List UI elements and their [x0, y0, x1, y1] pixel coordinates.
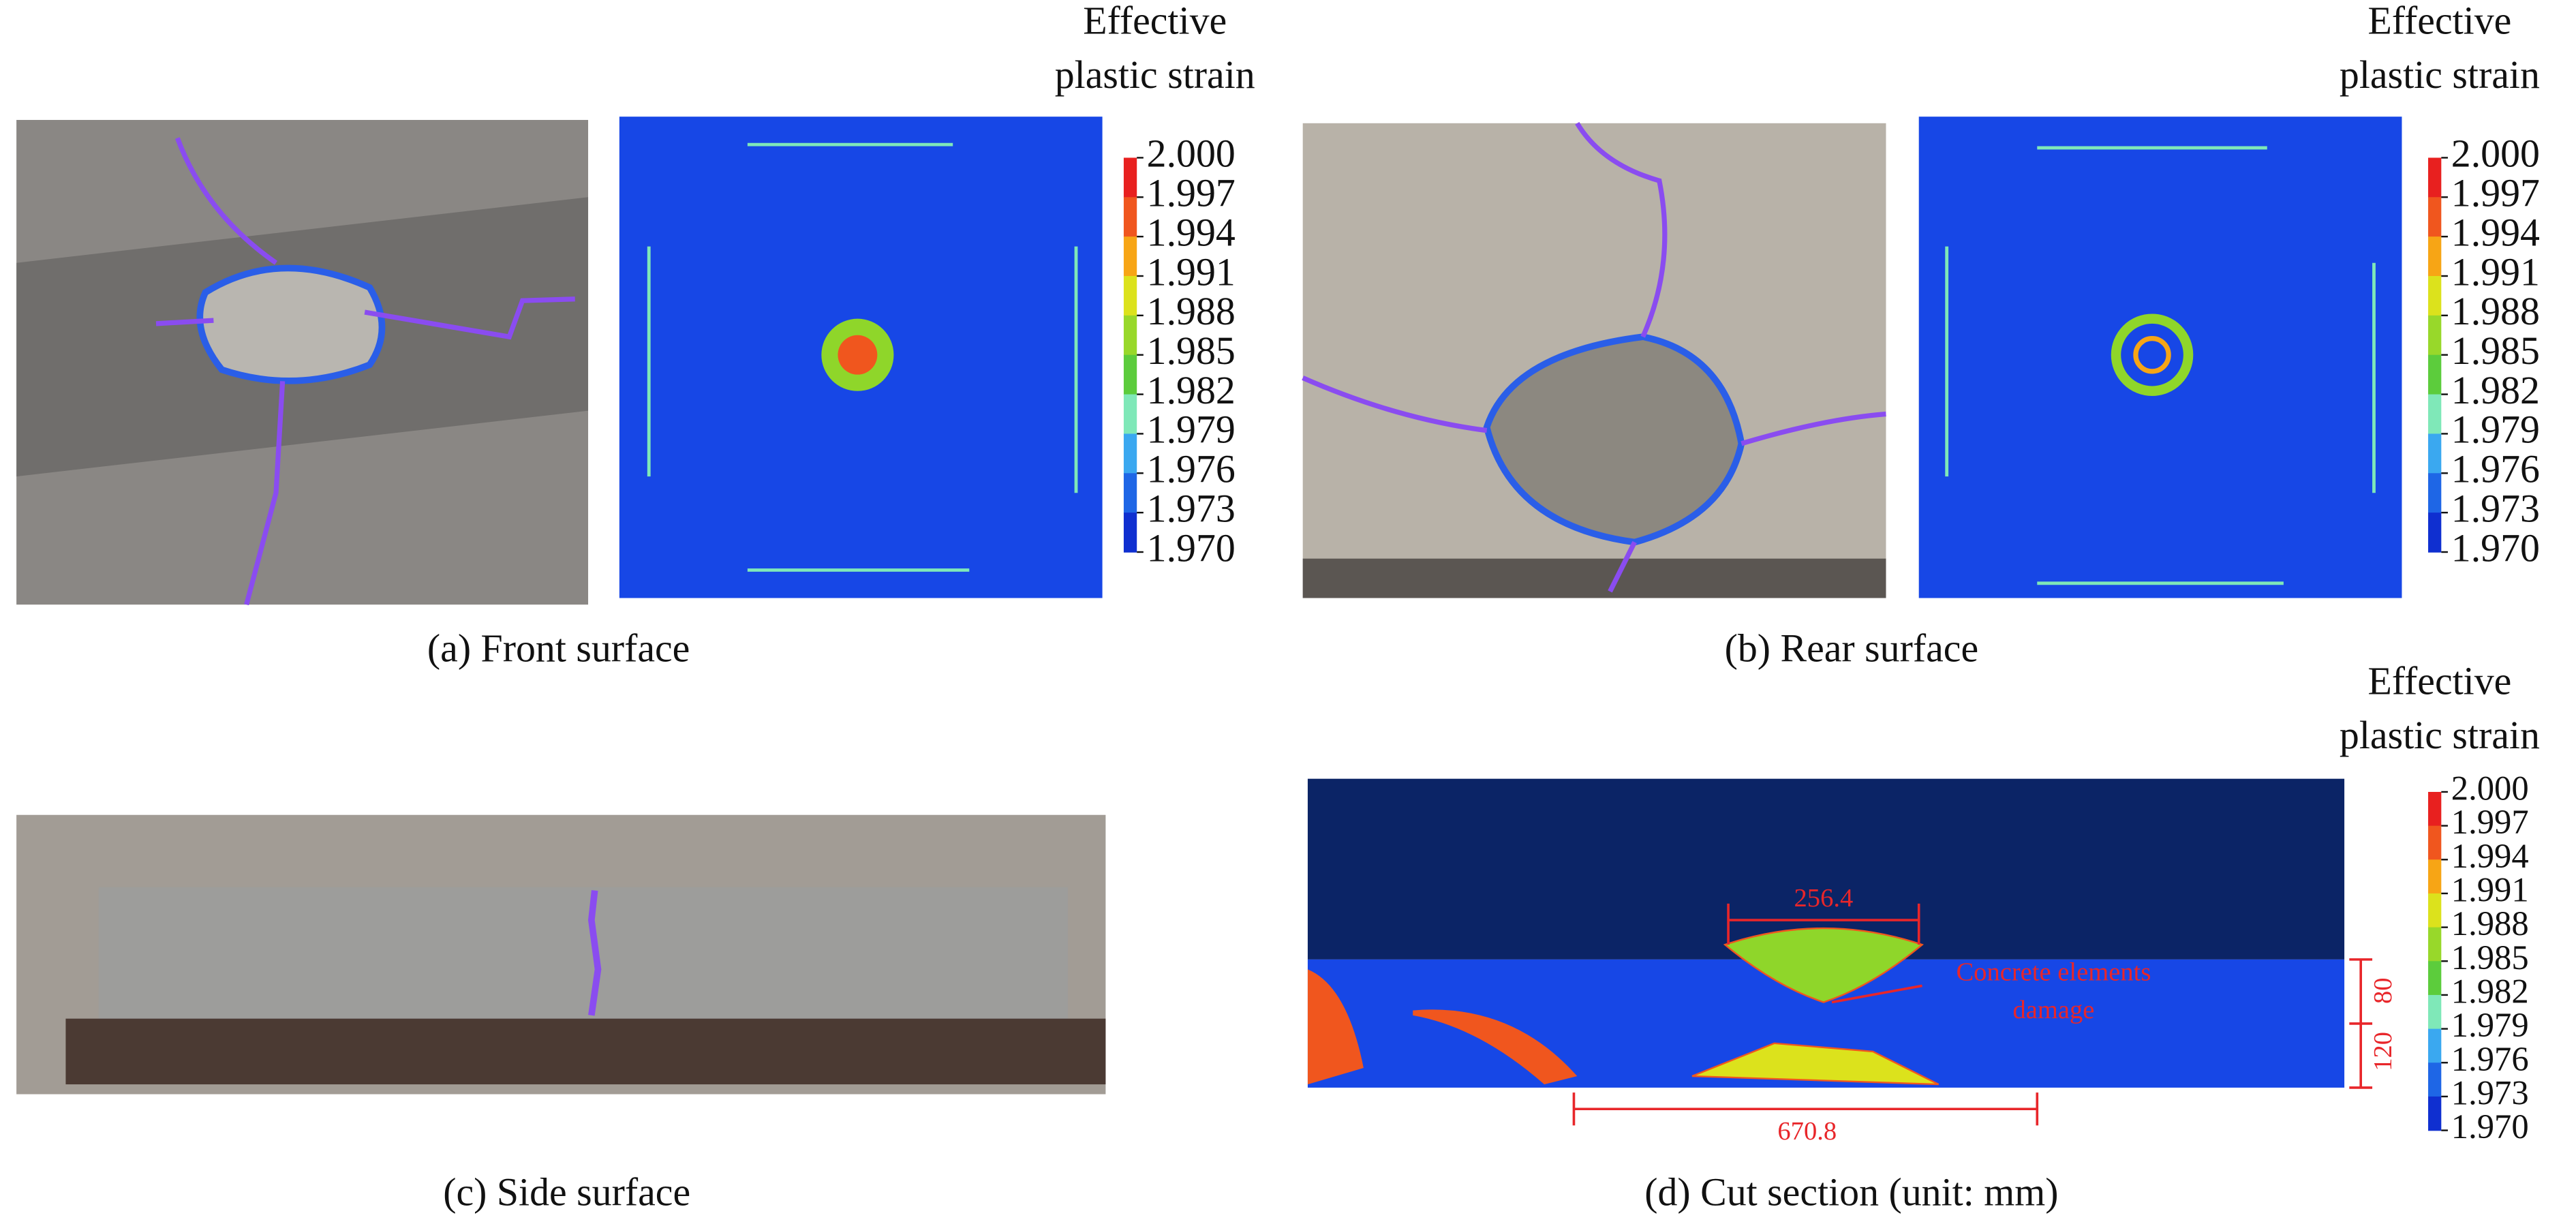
dim-label: 670.8: [1777, 1117, 1837, 1146]
front-photo: [16, 119, 589, 606]
colorbar-segment: [2428, 1062, 2442, 1097]
colorbar-label: 1.991: [2451, 249, 2540, 294]
colorbar-label: 1.997: [1147, 171, 1236, 215]
colorbar-label: 2.000: [2451, 769, 2529, 808]
colorbar-label: 1.982: [2451, 368, 2540, 412]
dim-label: 120: [2369, 1032, 2397, 1071]
colorbar-label: 1.976: [2451, 447, 2540, 491]
colorbar-segment: [1123, 276, 1137, 316]
colorbar-segment: [2428, 994, 2442, 1030]
colorbar-label: 1.985: [1147, 328, 1236, 373]
caption: (c) Side surface: [443, 1169, 690, 1214]
colorbar-segment: [2428, 236, 2442, 277]
colorbar-segment: [2428, 791, 2442, 827]
colorbar-segment: [2428, 394, 2442, 435]
dim-label: 256.4: [1794, 884, 1854, 913]
colorbar-segment: [1123, 473, 1137, 513]
colorbar-segment: [1123, 197, 1137, 237]
colorbar-segment: [2428, 354, 2442, 395]
rear-simulation: [1918, 117, 2402, 598]
colorbar-segment: [2428, 859, 2442, 894]
colorbar-label: 1.991: [1147, 249, 1236, 294]
colorbar-segment: [1123, 394, 1137, 435]
colorbar-label: 1.988: [2451, 289, 2540, 333]
colorbar-label: 1.979: [2451, 408, 2540, 452]
colorbar-label: 1.988: [2451, 904, 2529, 943]
colorbar-segment: [2428, 1096, 2442, 1131]
colorbar-label: 1.994: [2451, 837, 2529, 875]
colorbar-label: 1.982: [1147, 368, 1236, 412]
annotation: damage: [2012, 996, 2094, 1024]
colorbar-segment: [2428, 197, 2442, 237]
colorbar-segment: [2428, 961, 2442, 996]
colorbar-label: 1.973: [2451, 486, 2540, 530]
colorbar-segment: [1123, 315, 1137, 356]
colorbar-label: 1.982: [2451, 973, 2529, 1011]
caption: (a) Front surface: [427, 626, 690, 670]
colorbar-segment: [1123, 433, 1137, 474]
colorbar-label: 1.970: [2451, 525, 2540, 570]
colorbar-segment: [1123, 512, 1137, 553]
colorbar-label: 1.970: [2451, 1107, 2529, 1146]
colorbar-segment: [1123, 236, 1137, 277]
colorbar-label: 1.973: [2451, 1074, 2529, 1112]
colorbar-segment: [2428, 473, 2442, 513]
colorbar-title: plastic strain: [2340, 713, 2540, 757]
colorbar-segment: [2428, 157, 2442, 198]
colorbar-label: 2.000: [1147, 132, 1236, 176]
colorbar-label: 1.970: [1147, 525, 1236, 570]
colorbar-label: 1.994: [1147, 210, 1236, 254]
annotation: Concrete elements: [1956, 958, 2151, 986]
rear-photo: [1302, 121, 1886, 598]
dimension-lines: [1572, 903, 2373, 1126]
colorbar-label: 1.994: [2451, 210, 2540, 254]
colorbar-label: 1.985: [2451, 328, 2540, 373]
front-simulation: [619, 117, 1103, 598]
colorbar-title: Effective: [2367, 0, 2511, 42]
colorbar-label: 1.979: [2451, 1006, 2529, 1044]
colorbar-segment: [2428, 1028, 2442, 1063]
colorbar-label: 1.997: [2451, 171, 2540, 215]
colorbar-segment: [2428, 315, 2442, 356]
colorbar-segment: [1123, 157, 1137, 198]
dim-label: 80: [2369, 977, 2397, 1004]
colorbar-label: 1.985: [2451, 938, 2529, 977]
colorbar-title: plastic strain: [2340, 52, 2540, 97]
colorbar-label: 1.976: [2451, 1040, 2529, 1078]
colorbar-segment: [2428, 927, 2442, 962]
colorbar-segment: [2428, 893, 2442, 928]
colorbar-label: 2.000: [2451, 132, 2540, 176]
colorbar-segment: [2428, 433, 2442, 474]
colorbar-label: 1.988: [1147, 289, 1236, 333]
cut-section-simulation: [1307, 778, 2345, 1088]
colorbar-title: Effective: [2367, 659, 2511, 703]
colorbar-title: plastic strain: [1055, 52, 1255, 97]
caption: (b) Rear surface: [1725, 626, 1979, 670]
colorbar-label: 1.997: [2451, 803, 2529, 841]
colorbar-label: 1.991: [2451, 871, 2529, 909]
colorbar-segment: [2428, 512, 2442, 553]
caption: (d) Cut section (unit: mm): [1644, 1169, 2058, 1214]
colorbar-label: 1.976: [1147, 447, 1236, 491]
colorbar-segment: [2428, 825, 2442, 861]
colorbar-segment: [2428, 276, 2442, 316]
colorbar-title: Effective: [1083, 0, 1227, 42]
colorbar-segment: [1123, 354, 1137, 395]
side-photo: [16, 814, 1106, 1095]
colorbar-label: 1.979: [1147, 408, 1236, 452]
colorbar-label: 1.973: [1147, 486, 1236, 530]
